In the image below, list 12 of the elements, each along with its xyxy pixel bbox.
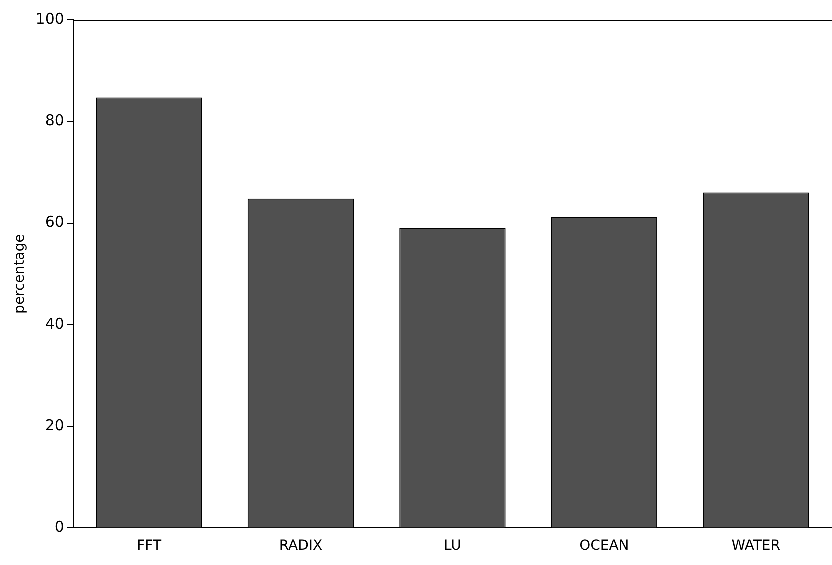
y-axis-title: percentage xyxy=(12,234,28,314)
y-tick-label: 20 xyxy=(45,416,64,434)
x-tick-label: OCEAN xyxy=(580,538,630,554)
x-tick-label: WATER xyxy=(732,538,781,554)
y-tick-label: 0 xyxy=(54,518,64,536)
y-tick-label: 40 xyxy=(45,314,64,333)
y-tick-label: 100 xyxy=(36,10,64,28)
x-tick-label: LU xyxy=(444,538,462,554)
x-tick-label: RADIX xyxy=(279,538,324,554)
y-tick-label: 80 xyxy=(45,112,64,130)
x-tick-label: FFT xyxy=(137,538,162,554)
y-tick-label: 60 xyxy=(45,213,64,232)
